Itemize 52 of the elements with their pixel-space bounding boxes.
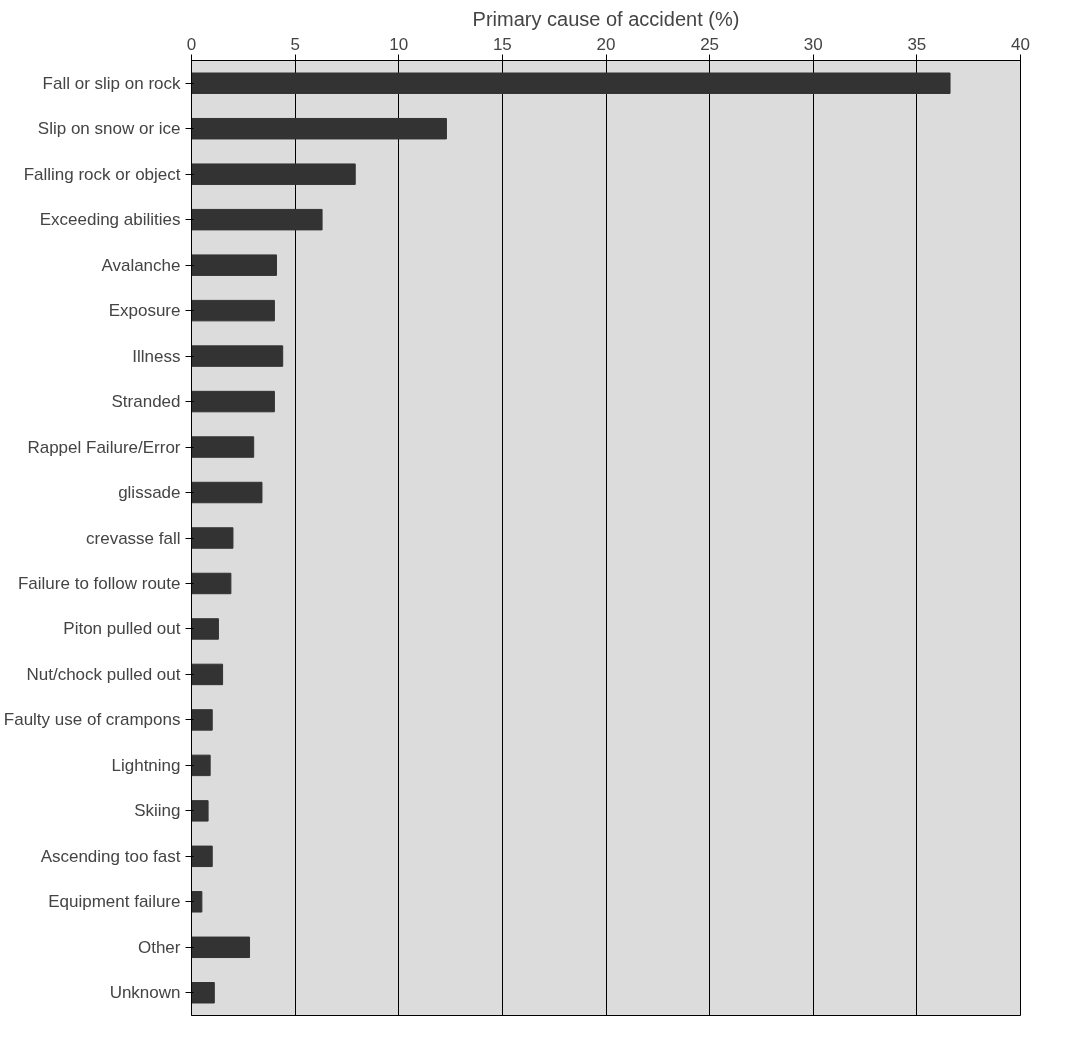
y-tick-label: Failure to follow route <box>17 573 181 593</box>
y-tick-label: Equipment failure <box>48 892 181 912</box>
y-tick-label: Exceeding abilities <box>39 210 181 230</box>
x-tick-label: 10 <box>389 34 409 54</box>
y-tick-label: Other <box>137 937 181 957</box>
y-tick-label: Piton pulled out <box>63 619 181 639</box>
y-tick-label: Stranded <box>111 392 181 412</box>
bar <box>191 572 232 595</box>
bar <box>191 117 447 140</box>
y-tick-label: Falling rock or object <box>23 164 181 184</box>
bar <box>191 891 203 913</box>
bar <box>191 663 224 686</box>
bar <box>191 208 323 231</box>
x-tick-label: 0 <box>186 34 197 54</box>
y-tick-label: Illness <box>132 346 181 366</box>
y-tick-label: Skiing <box>134 801 181 821</box>
bar <box>191 436 255 458</box>
x-tick-label: 20 <box>596 34 616 54</box>
y-tick-label: Lightning <box>111 755 181 775</box>
bar <box>191 845 213 868</box>
y-tick-label: Unknown <box>109 983 181 1003</box>
y-tick-label: Fall or slip on rock <box>42 73 181 93</box>
bar <box>191 754 211 777</box>
bar <box>191 254 277 276</box>
y-tick-label: Avalanche <box>101 255 181 275</box>
bar <box>191 800 209 822</box>
bar <box>191 527 234 549</box>
y-tick-label: Faulty use of crampons <box>3 710 181 730</box>
y-tick-label: Rappel Failure/Error <box>27 437 181 457</box>
y-tick-label: Nut/chock pulled out <box>26 664 181 684</box>
y-tick-label: glissade <box>118 483 181 503</box>
bar <box>191 345 284 367</box>
bar <box>191 72 951 94</box>
x-tick-label: 30 <box>803 34 823 54</box>
chart-title: Primary cause of accident (%) <box>472 7 740 30</box>
y-tick-label: Exposure <box>108 301 181 321</box>
bar <box>191 709 213 731</box>
x-tick-label: 15 <box>492 34 512 54</box>
bar <box>191 481 263 504</box>
y-tick-label: crevasse fall <box>86 528 181 548</box>
bar <box>191 982 215 1004</box>
x-tick-label: 35 <box>907 34 927 54</box>
x-tick-label: 25 <box>700 34 720 54</box>
y-tick-label: Slip on snow or ice <box>37 119 181 139</box>
y-tick-label: Ascending too fast <box>40 846 181 866</box>
bar <box>191 618 219 640</box>
bar <box>191 299 275 322</box>
bar <box>191 390 275 413</box>
x-tick-label: 40 <box>1011 34 1030 54</box>
bar <box>191 163 356 185</box>
x-tick-label: 5 <box>290 34 300 54</box>
bar <box>191 936 251 959</box>
